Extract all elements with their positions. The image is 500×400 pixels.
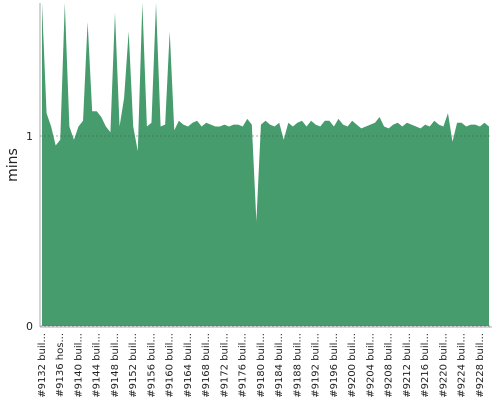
x-tick-label: #9144 buil... — [92, 333, 103, 398]
x-tick-label: #9152 buil... — [128, 333, 139, 398]
x-tick-label: #9156 buil... — [146, 333, 157, 398]
x-tick-label: #9208 buil... — [384, 333, 395, 398]
y-tick-label: 0 — [26, 320, 33, 333]
x-tick-label: #9200 buil... — [347, 333, 358, 398]
x-tick-label: #9148 buil... — [110, 333, 121, 398]
x-tick-label: #9180 buil... — [256, 333, 267, 398]
y-axis-label: mins — [5, 148, 21, 182]
x-tick-label: #9220 buil... — [438, 333, 449, 398]
area — [42, 3, 489, 326]
x-tick-label: #9212 buil... — [402, 333, 413, 398]
x-tick-label: #9132 buil... — [37, 333, 48, 398]
x-tick-label: #9216 buil... — [420, 333, 431, 398]
x-tick-label: #9188 buil... — [292, 333, 303, 398]
x-tick-label: #9224 buil... — [457, 333, 468, 398]
x-tick-label: #9168 buil... — [201, 333, 212, 398]
x-tick-label: #9204 buil... — [365, 333, 376, 398]
x-tick-label: #9136 hos... — [55, 333, 66, 397]
x-tick-label: #9184 buil... — [274, 333, 285, 398]
x-tick-label: #9196 buil... — [329, 333, 340, 398]
x-tick-label: #9164 buil... — [183, 333, 194, 398]
x-tick-label: #9140 buil... — [73, 333, 84, 398]
x-tick-label: #9172 buil... — [219, 333, 230, 398]
x-tick-label: #9228 buil... — [475, 333, 486, 398]
x-tick-label: #9192 buil... — [311, 333, 322, 398]
x-tick-label: #9160 buil... — [165, 333, 176, 398]
x-tick-label: #9176 buil... — [238, 333, 249, 398]
y-tick-label: 1 — [26, 130, 33, 143]
